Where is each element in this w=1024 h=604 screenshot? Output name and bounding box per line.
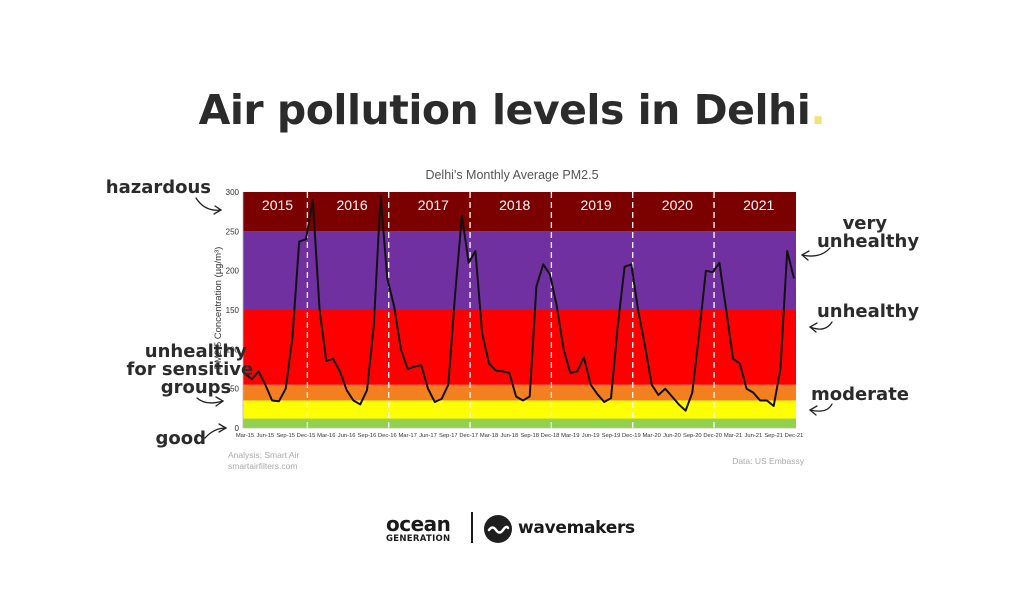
x-tick-label: Mar-21 <box>724 433 742 439</box>
y-tick-label: 50 <box>230 385 239 394</box>
x-tick-label: Sep-17 <box>439 433 458 439</box>
x-tick-label: Dec-21 <box>785 433 804 439</box>
x-tick-label: Mar-16 <box>317 433 335 439</box>
x-tick-label: Jun-15 <box>256 433 274 439</box>
year-label: 2019 <box>580 197 611 213</box>
x-tick-label: Jun-20 <box>663 433 681 439</box>
y-axis: 0 50 100 150 200 250 300 <box>226 188 244 433</box>
x-tick-label: Jun-19 <box>582 433 600 439</box>
x-tick-label: Dec-20 <box>703 433 722 439</box>
arrow-sensitive-head <box>215 396 225 407</box>
chart-title: Delhi's Monthly Average PM2.5 <box>425 168 598 182</box>
arrow-good-head <box>218 423 228 433</box>
label-unhealthy: unhealthy <box>817 301 919 322</box>
ocean-logo-word: ocean <box>386 512 451 536</box>
arrow-moderate <box>809 403 833 412</box>
wave-icon <box>484 515 512 543</box>
label-unhealthy-sensitive-line3: groups <box>161 377 232 398</box>
label-very-unhealthy-line2: unhealthy <box>817 231 919 252</box>
y-tick-label: 250 <box>226 227 240 236</box>
x-tick-label: Sep-21 <box>764 433 783 439</box>
x-tick-label: Dec-17 <box>459 433 478 439</box>
label-very-unhealthy: very unhealthy <box>817 213 919 252</box>
x-tick-label: Dec-16 <box>378 433 397 439</box>
band-unhealthy-for-sensitive-groups <box>243 384 796 401</box>
wavemakers-logo-word: wavemakers <box>518 518 635 538</box>
label-unhealthy-sensitive-line2: for sensitive <box>127 359 254 380</box>
arrow-unhealthy-head <box>808 322 818 333</box>
x-tick-label: Sep-19 <box>602 433 621 439</box>
x-tick-label: Dec-15 <box>297 433 316 439</box>
label-very-unhealthy-line1: very <box>843 213 888 234</box>
x-tick-label: Dec-19 <box>622 433 641 439</box>
generation-logo-word: GENERATION <box>386 534 451 544</box>
analysis-credit-url: smartairfilters.com <box>228 461 297 471</box>
x-tick-label: Mar-19 <box>561 433 579 439</box>
band-good <box>243 418 796 428</box>
title-accent-dot: . <box>810 86 826 134</box>
arrow-very-unhealthy <box>801 247 831 257</box>
x-tick-label: Mar-15 <box>236 433 254 439</box>
label-unhealthy-sensitive: unhealthy for sensitive groups <box>127 341 260 398</box>
label-hazardous-text: hazardous <box>106 177 211 198</box>
pm25-series-line <box>244 194 795 412</box>
arrow-hazardous <box>195 197 222 211</box>
analysis-credit: Analysis: Smart Air <box>228 450 299 460</box>
annotation-arrows <box>195 197 833 439</box>
x-tick-label: Mar-17 <box>398 433 416 439</box>
arrow-sensitive <box>196 397 224 404</box>
x-tick-label: Mar-20 <box>642 433 660 439</box>
arrow-hazardous-head <box>213 205 223 215</box>
year-label: 2020 <box>662 197 693 213</box>
year-labels: 2015 2016 2017 2018 2019 2020 2021 <box>262 197 775 213</box>
label-good: good <box>155 428 206 449</box>
logo-divider <box>471 512 473 543</box>
x-tick-label: Sep-20 <box>683 433 702 439</box>
x-tick-label: Jun-17 <box>419 433 437 439</box>
label-unhealthy-text: unhealthy <box>817 301 919 322</box>
footer-logos: ocean GENERATION wavemakers <box>0 512 1024 546</box>
x-tick-label: Sep-16 <box>358 433 377 439</box>
x-tick-label: Jun-16 <box>338 433 356 439</box>
band-unhealthy <box>243 310 796 385</box>
y-tick-label: 200 <box>226 267 240 276</box>
x-tick-label: Mar-18 <box>480 433 498 439</box>
x-tick-label: Dec-18 <box>541 433 560 439</box>
x-tick-label: Jun-21 <box>744 433 762 439</box>
year-label: 2021 <box>743 197 774 213</box>
x-tick-label: Sep-18 <box>520 433 539 439</box>
year-label: 2016 <box>336 197 367 213</box>
x-axis: Mar-15 Jun-15 Sep-15 Dec-15 Mar-16 Jun-16 Sep-… <box>236 427 804 439</box>
y-tick-label: 100 <box>226 345 240 354</box>
data-source-credit: Data: US Embassy <box>732 456 805 466</box>
y-axis-label: PM2.5 Concentration (µg/m³) <box>213 247 224 370</box>
aqi-bands <box>243 192 796 428</box>
arrow-unhealthy <box>809 321 833 330</box>
year-label: 2017 <box>418 197 449 213</box>
page-title-text: Air pollution levels in Delhi <box>198 86 811 134</box>
label-good-text: good <box>155 428 206 449</box>
label-unhealthy-sensitive-line1: unhealthy <box>145 341 247 362</box>
y-tick-label: 300 <box>226 188 240 197</box>
arrow-good <box>204 427 227 439</box>
band-moderate <box>243 400 796 419</box>
year-label: 2018 <box>499 197 530 213</box>
arrow-very-unhealthy-head <box>800 250 810 261</box>
y-tick-label: 0 <box>235 424 240 433</box>
x-tick-label: Sep-15 <box>276 433 295 439</box>
x-tick-label: Jun-18 <box>500 433 518 439</box>
page-title: Air pollution levels in Delhi. <box>0 86 1024 134</box>
year-label: 2015 <box>262 197 293 213</box>
band-hazardous <box>243 192 796 232</box>
label-moderate: moderate <box>811 384 909 405</box>
arrow-moderate-head <box>808 405 818 416</box>
y-tick-label: 150 <box>226 306 240 315</box>
label-moderate-text: moderate <box>811 384 909 405</box>
ocean-generation-logo: ocean GENERATION <box>386 512 451 544</box>
label-hazardous: hazardous <box>106 177 211 198</box>
